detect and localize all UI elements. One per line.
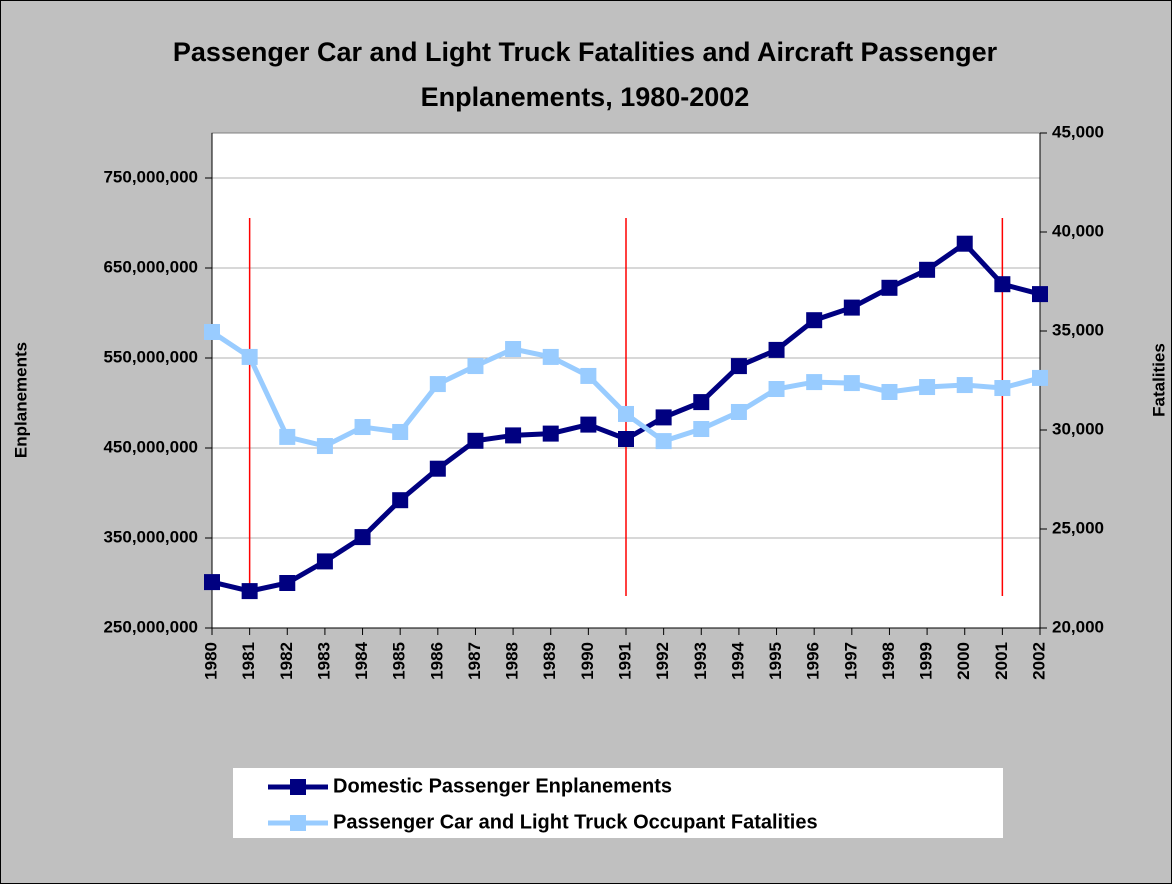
point-marker xyxy=(655,409,672,426)
point-marker xyxy=(467,432,484,449)
x-tick-label: 2002 xyxy=(1029,642,1048,680)
point-marker xyxy=(956,235,973,252)
y2-tick-label: 40,000 xyxy=(1052,221,1104,240)
x-tick-label: 1989 xyxy=(540,642,559,680)
legend-label: Domestic Passenger Enplanements xyxy=(333,775,672,797)
point-marker xyxy=(1032,369,1048,386)
point-marker xyxy=(354,419,371,436)
point-marker xyxy=(279,428,296,445)
point-marker xyxy=(429,460,446,477)
y2-tick-label: 45,000 xyxy=(1052,122,1104,141)
x-tick-label: 1997 xyxy=(841,642,860,680)
point-marker xyxy=(693,394,710,411)
point-marker xyxy=(919,261,936,278)
point-marker xyxy=(806,374,823,391)
point-marker xyxy=(429,376,446,393)
point-marker xyxy=(994,380,1011,397)
point-marker xyxy=(204,323,220,340)
x-tick-label: 1990 xyxy=(578,642,597,680)
point-marker xyxy=(354,529,371,546)
x-tick-label: 2000 xyxy=(954,642,973,680)
x-tick-label: 1983 xyxy=(314,642,333,680)
point-marker xyxy=(693,421,710,438)
y-axis-label: Enplanements xyxy=(11,342,30,458)
point-marker xyxy=(316,438,333,455)
y2-tick-label: 25,000 xyxy=(1052,518,1104,537)
point-marker xyxy=(392,492,409,509)
x-tick-label: 1999 xyxy=(917,642,936,680)
point-marker xyxy=(618,405,634,422)
x-tick-label: 1987 xyxy=(465,642,484,680)
x-tick-label: 1988 xyxy=(503,642,522,680)
x-tick-label: 1994 xyxy=(728,641,747,679)
legend-marker xyxy=(290,779,306,795)
x-tick-label: 1985 xyxy=(390,642,409,680)
y2-tick-label: 20,000 xyxy=(1052,617,1104,636)
y-tick-label: 750,000,000 xyxy=(103,167,198,186)
point-marker xyxy=(542,348,559,365)
point-marker xyxy=(994,276,1011,293)
point-marker xyxy=(655,433,672,450)
point-marker xyxy=(768,341,785,358)
point-marker xyxy=(881,383,898,400)
legend-box xyxy=(233,768,1003,838)
point-marker xyxy=(843,375,860,392)
x-tick-label: 1996 xyxy=(804,642,823,680)
point-marker xyxy=(467,358,484,375)
y-tick-label: 250,000,000 xyxy=(103,617,198,636)
x-tick-label: 1986 xyxy=(427,642,446,680)
point-marker xyxy=(768,381,785,398)
point-marker xyxy=(730,403,747,420)
x-tick-label: 1993 xyxy=(691,642,710,680)
point-marker xyxy=(505,427,522,444)
x-tick-label: 1984 xyxy=(352,641,371,679)
x-tick-label: 2001 xyxy=(992,642,1011,680)
x-tick-label: 1998 xyxy=(879,642,898,680)
point-marker xyxy=(279,575,296,591)
y2-tick-label: 30,000 xyxy=(1052,419,1104,438)
point-marker xyxy=(730,358,747,375)
y-tick-label: 450,000,000 xyxy=(103,437,198,456)
y2-axis-label: Fatalities xyxy=(1149,343,1168,417)
point-marker xyxy=(392,423,409,440)
point-marker xyxy=(806,312,823,329)
point-marker xyxy=(580,367,597,384)
x-tick-label: 1980 xyxy=(201,642,220,680)
point-marker xyxy=(618,431,634,447)
x-tick-label: 1991 xyxy=(615,642,634,680)
legend-label: Passenger Car and Light Truck Occupant F… xyxy=(333,811,818,833)
y-tick-label: 550,000,000 xyxy=(103,347,198,366)
point-marker xyxy=(505,341,522,358)
x-tick-label: 1992 xyxy=(653,642,672,680)
point-marker xyxy=(881,279,898,296)
y2-tick-label: 35,000 xyxy=(1052,320,1104,339)
y-tick-label: 650,000,000 xyxy=(103,257,198,276)
point-marker xyxy=(241,348,258,365)
chart-title: Passenger Car and Light Truck Fatalities… xyxy=(172,37,998,112)
point-marker xyxy=(1032,286,1048,303)
x-tick-label: 1995 xyxy=(766,642,785,680)
x-tick-label: 1982 xyxy=(277,642,296,680)
point-marker xyxy=(580,416,597,433)
point-marker xyxy=(241,583,258,600)
x-tick-label: 1981 xyxy=(239,642,258,680)
y-tick-label: 350,000,000 xyxy=(103,527,198,546)
point-marker xyxy=(919,379,936,396)
point-marker xyxy=(542,425,559,442)
point-marker xyxy=(316,553,333,570)
legend-marker xyxy=(290,815,306,831)
point-marker xyxy=(843,299,860,316)
point-marker xyxy=(204,574,220,591)
point-marker xyxy=(956,377,973,394)
